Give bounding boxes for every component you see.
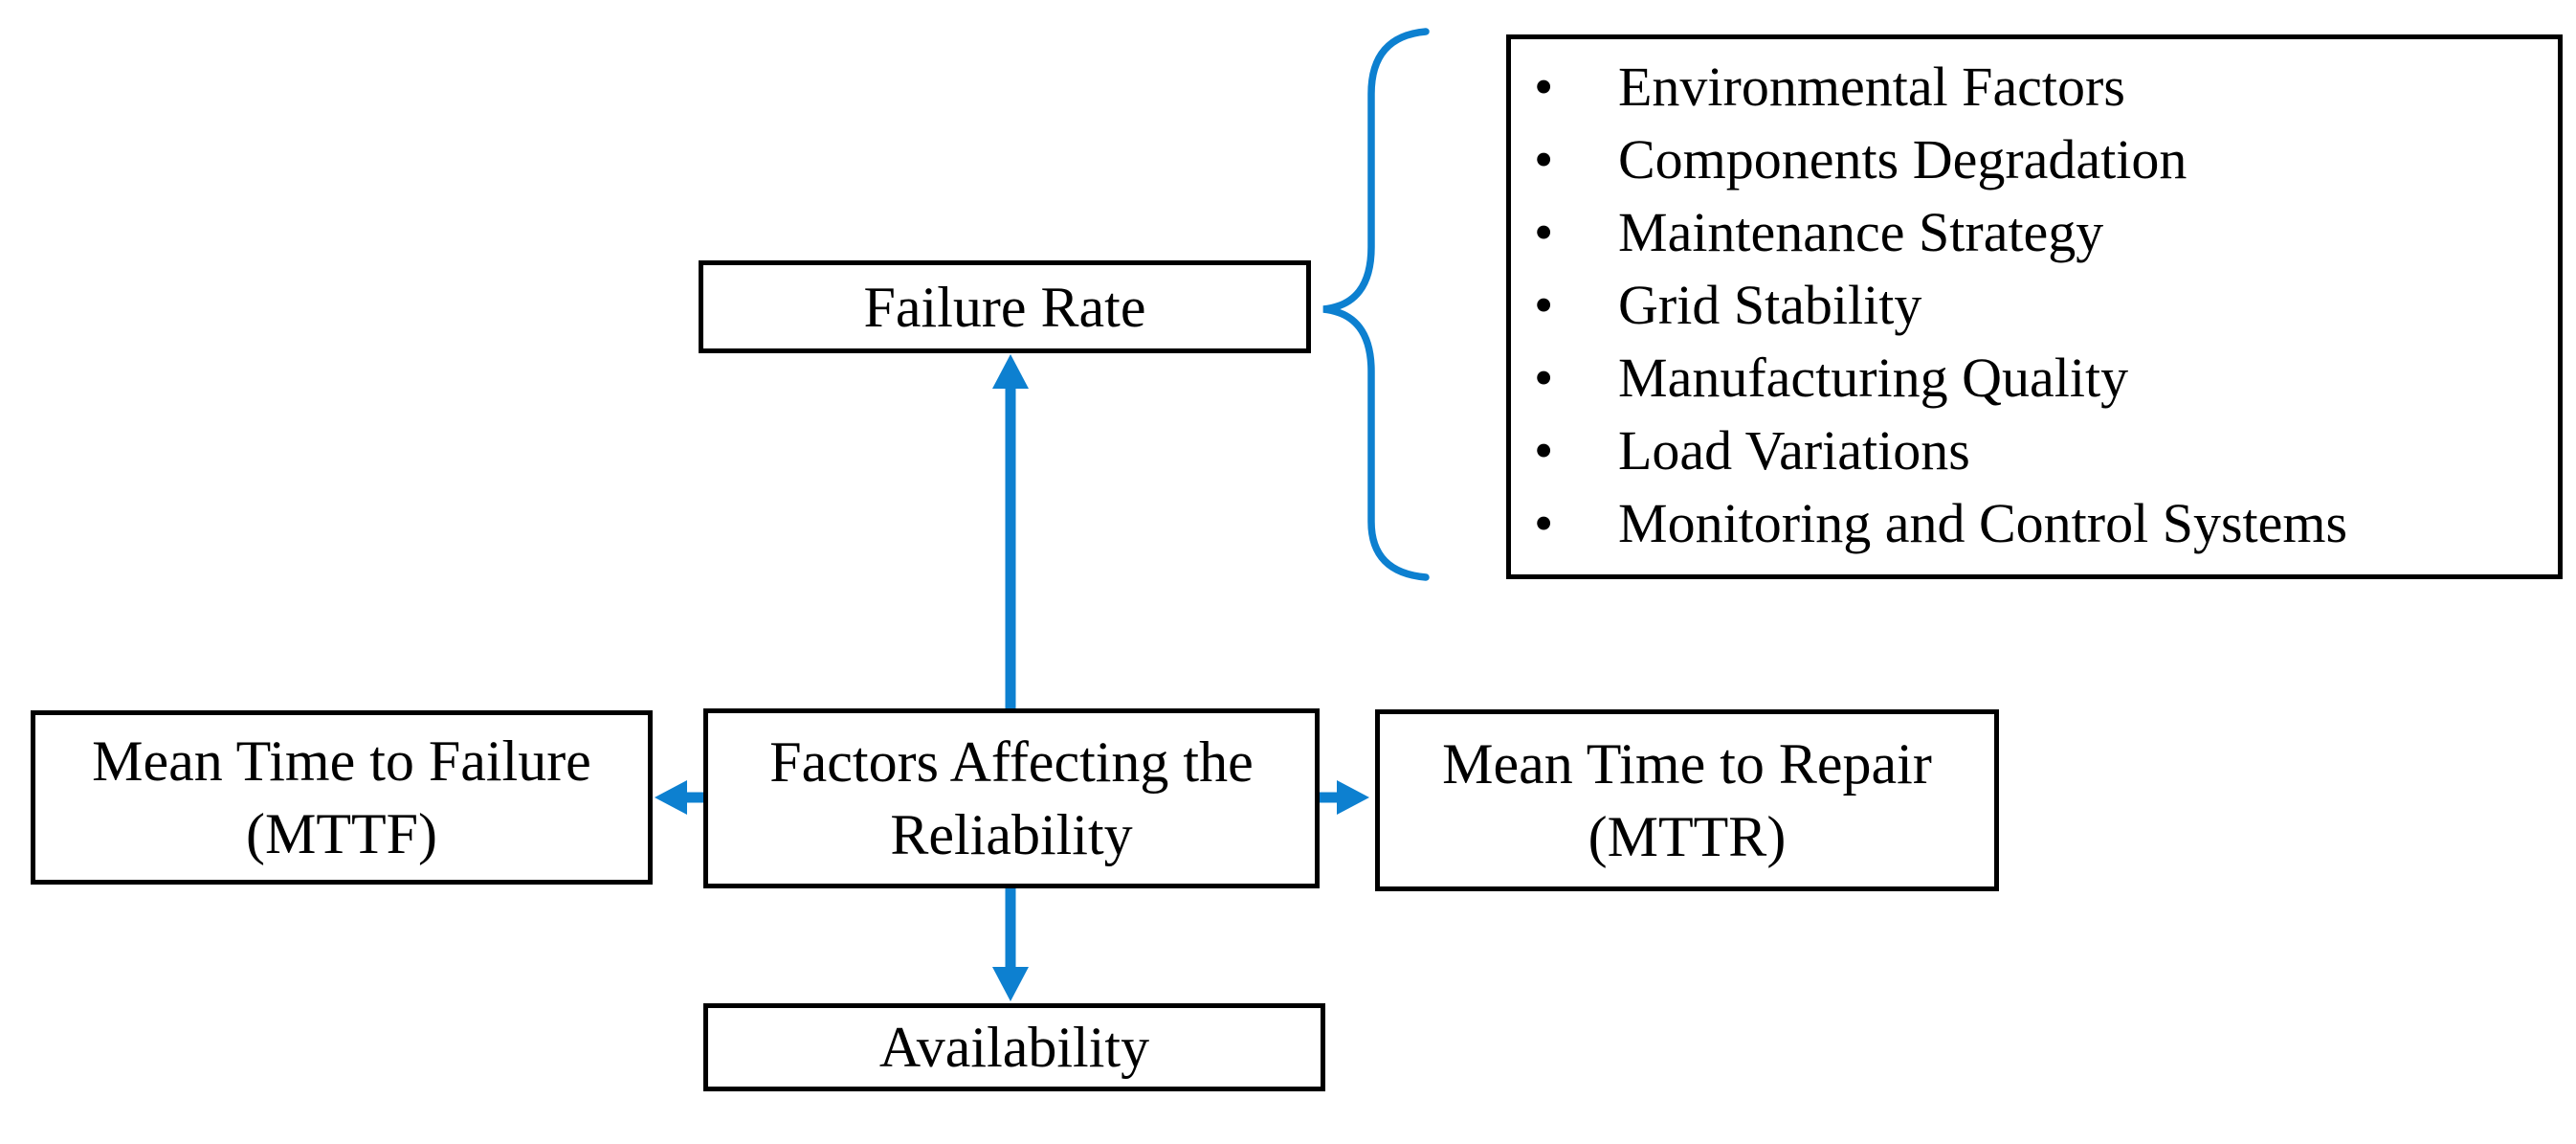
list-item: Monitoring and Control Systems bbox=[1511, 487, 2550, 560]
list-item: Maintenance Strategy bbox=[1511, 196, 2550, 269]
list-item: Grid Stability bbox=[1511, 269, 2550, 342]
arrow-left-icon bbox=[655, 780, 703, 815]
mttr-label-line1: Mean Time to Repair bbox=[1442, 732, 1932, 796]
list-item: Manufacturing Quality bbox=[1511, 342, 2550, 415]
arrow-down-icon bbox=[992, 888, 1029, 1001]
mttf-label-line1: Mean Time to Failure bbox=[92, 729, 591, 793]
list-item: Components Degradation bbox=[1511, 123, 2550, 196]
failure-rate-box: Failure Rate bbox=[699, 260, 1311, 353]
mttf-label-line2: (MTTF) bbox=[246, 802, 437, 865]
curly-brace-icon bbox=[1322, 28, 1430, 581]
availability-label: Availability bbox=[878, 1016, 1150, 1079]
center-label-line2: Reliability bbox=[890, 803, 1133, 866]
list-item: Load Variations bbox=[1511, 415, 2550, 487]
availability-box: Availability bbox=[703, 1003, 1325, 1091]
mttr-box: Mean Time to Repair (MTTR) bbox=[1375, 709, 1999, 891]
factors-affecting-reliability-box: Factors Affecting the Reliability bbox=[703, 708, 1320, 888]
failure-rate-label: Failure Rate bbox=[863, 275, 1146, 339]
arrow-right-icon bbox=[1320, 780, 1369, 815]
failure-factors-box: Environmental Factors Components Degrada… bbox=[1506, 34, 2563, 579]
center-label-line1: Factors Affecting the bbox=[769, 730, 1254, 794]
arrow-up-icon bbox=[992, 354, 1029, 708]
failure-factors-list: Environmental Factors Components Degrada… bbox=[1511, 39, 2558, 560]
list-item: Environmental Factors bbox=[1511, 51, 2550, 123]
mttr-label-line2: (MTTR) bbox=[1588, 805, 1787, 868]
mttf-box: Mean Time to Failure (MTTF) bbox=[31, 710, 653, 885]
